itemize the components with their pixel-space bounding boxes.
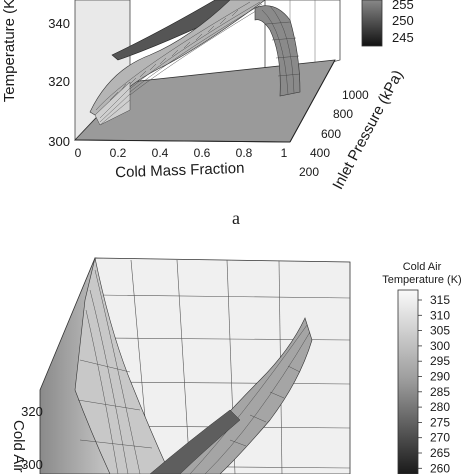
panel-a-colorbar: 255 250 245 — [361, 0, 414, 47]
colorbar-tick: 300 — [430, 339, 450, 353]
colorbar-tick: 270 — [430, 431, 450, 445]
y-tick: 200 — [299, 165, 319, 179]
colorbar-tick: 265 — [430, 446, 450, 460]
z-tick: 340 — [48, 16, 70, 31]
x-tick: 0.2 — [110, 146, 127, 160]
z-tick: 320 — [21, 404, 43, 419]
colorbar-tick: 290 — [430, 370, 450, 384]
panel-a-x-ticks: 0 0.2 0.4 0.6 0.8 1 — [75, 146, 288, 160]
colorbar-tick: 285 — [430, 385, 450, 399]
panel-a-x-axis-label: Cold Mass Fraction — [115, 160, 245, 181]
panel-a-z-axis-label: Temperature (K) — [1, 0, 18, 102]
colorbar-tick: 280 — [430, 400, 450, 414]
panel-b-z-ticks: 320 300 — [21, 404, 43, 472]
panel-b-plot: 320 300 Cold Air — [10, 257, 351, 474]
z-tick: 320 — [48, 74, 70, 89]
colorbar-title-line1: Cold Air — [403, 261, 442, 273]
colorbar-tick: 260 — [430, 461, 450, 474]
panel-b-surface-left — [74, 257, 171, 474]
colorbar-tick: 275 — [430, 415, 450, 429]
panel-a-z-ticks: 340 320 300 — [48, 16, 70, 149]
x-tick: 0.8 — [236, 146, 253, 160]
panel-label-a: a — [232, 208, 240, 228]
y-tick: 600 — [321, 127, 341, 141]
colorbar-tick: 255 — [392, 0, 414, 12]
x-tick: 0.4 — [152, 146, 169, 160]
x-tick: 1 — [281, 146, 288, 160]
panel-a-surface-right — [254, 5, 301, 97]
x-tick: 0 — [75, 146, 82, 160]
colorbar-tick: 295 — [430, 354, 450, 368]
panel-a-plot: 340 320 300 Temperature (K) 0 0.2 0.4 0.… — [1, 0, 407, 192]
panel-a-surface-band — [89, 0, 266, 119]
colorbar-tick: 250 — [392, 13, 414, 28]
colorbar-tick: 315 — [430, 293, 450, 307]
x-tick: 0.6 — [194, 146, 211, 160]
y-tick: 1000 — [342, 88, 369, 102]
colorbar-tick: 305 — [430, 324, 450, 338]
colorbar-title-line2: Temperature (K) — [382, 274, 461, 286]
z-tick: 300 — [21, 457, 43, 472]
panel-a-y-ticks: 1000 800 600 400 200 — [299, 88, 369, 179]
colorbar-tick: 245 — [392, 30, 414, 45]
y-tick: 800 — [333, 107, 353, 121]
panel-b-z-axis-label: Cold Air — [10, 420, 27, 473]
colorbar-tick: 310 — [430, 308, 450, 322]
y-tick: 400 — [310, 146, 330, 160]
z-tick: 300 — [48, 134, 70, 149]
